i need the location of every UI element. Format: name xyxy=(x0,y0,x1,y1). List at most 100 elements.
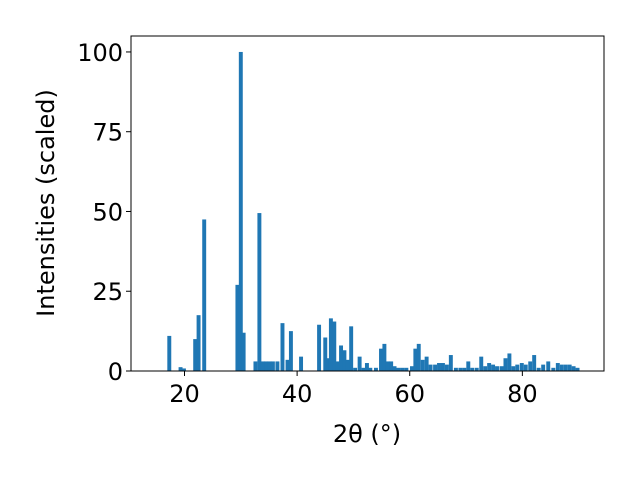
bar xyxy=(264,361,269,371)
bar xyxy=(555,363,560,371)
bar xyxy=(559,364,564,371)
bar xyxy=(444,364,449,371)
bar xyxy=(503,358,508,371)
bar xyxy=(420,359,425,371)
bar xyxy=(511,366,516,371)
bar xyxy=(541,364,546,371)
bar xyxy=(270,361,275,371)
bar xyxy=(373,367,378,371)
bar xyxy=(416,343,421,371)
bar xyxy=(280,323,285,371)
bar xyxy=(178,367,183,371)
x-axis: 20 40 60 80 xyxy=(169,371,538,408)
bar xyxy=(257,213,262,371)
bar xyxy=(167,335,172,371)
y-tick-label: 0 xyxy=(108,358,123,386)
bar xyxy=(523,364,528,371)
x-tick-label: 80 xyxy=(507,380,538,408)
bar xyxy=(519,363,524,371)
bar xyxy=(567,364,572,371)
bar-series xyxy=(167,51,580,371)
bar xyxy=(575,367,580,371)
bar xyxy=(357,356,362,371)
bar xyxy=(437,363,441,371)
bar xyxy=(532,355,537,371)
bar xyxy=(342,350,347,371)
bar xyxy=(202,219,207,371)
plot-frame xyxy=(130,35,605,372)
y-tick-label: 50 xyxy=(92,198,123,226)
x-axis-label: 2θ (°) xyxy=(333,420,401,448)
bar xyxy=(345,359,350,371)
bar xyxy=(404,367,409,371)
bar xyxy=(491,364,496,371)
bar xyxy=(571,366,576,371)
bar xyxy=(499,366,504,371)
bar xyxy=(474,367,479,371)
bar xyxy=(424,356,429,371)
x-tick-label: 60 xyxy=(394,380,425,408)
bar xyxy=(335,361,340,371)
bar xyxy=(528,361,533,371)
bar xyxy=(400,367,405,371)
bar xyxy=(323,337,328,371)
bar xyxy=(392,366,397,371)
bar xyxy=(483,366,488,371)
bar xyxy=(462,367,467,371)
bar xyxy=(466,361,471,371)
bar xyxy=(458,367,463,371)
y-tick-label: 25 xyxy=(92,278,123,306)
y-axis-label: Intensities (scaled) xyxy=(32,89,60,317)
bar xyxy=(241,332,246,371)
bar xyxy=(181,368,186,371)
bar xyxy=(299,356,304,371)
bar xyxy=(196,315,201,371)
bar xyxy=(235,284,240,371)
bar xyxy=(448,355,453,371)
bar xyxy=(368,367,373,371)
bar xyxy=(551,367,556,371)
bar xyxy=(487,363,492,371)
y-tick-label: 100 xyxy=(77,39,123,67)
bar xyxy=(238,51,243,371)
bar xyxy=(479,356,484,371)
bar xyxy=(328,318,333,371)
bar xyxy=(253,361,258,371)
bar xyxy=(382,343,387,371)
bar xyxy=(285,359,290,371)
bar xyxy=(410,366,414,371)
y-tick-label: 75 xyxy=(92,119,123,147)
bar xyxy=(440,363,445,371)
bar xyxy=(453,367,458,371)
bar xyxy=(507,353,512,371)
bar xyxy=(433,364,438,371)
bar xyxy=(413,348,418,371)
bar xyxy=(385,361,390,371)
bar xyxy=(396,367,401,371)
bar xyxy=(267,361,272,371)
bar xyxy=(389,361,394,371)
bar xyxy=(260,361,265,371)
bar xyxy=(546,361,551,371)
x-tick-label: 40 xyxy=(282,380,313,408)
bar xyxy=(353,367,358,371)
bar xyxy=(349,326,354,371)
bar xyxy=(470,367,475,371)
bar xyxy=(536,367,541,371)
bar xyxy=(563,364,568,371)
bar xyxy=(339,345,344,371)
bar xyxy=(364,363,369,371)
bar xyxy=(361,367,366,371)
bar xyxy=(379,348,383,371)
bar xyxy=(332,321,337,371)
bar xyxy=(495,366,499,371)
x-tick-label: 20 xyxy=(169,380,200,408)
bar xyxy=(275,361,280,371)
bar xyxy=(428,364,433,371)
bar xyxy=(193,339,198,371)
bar xyxy=(326,358,331,371)
y-axis: 0 25 50 75 100 xyxy=(77,39,131,386)
bar xyxy=(317,324,322,371)
